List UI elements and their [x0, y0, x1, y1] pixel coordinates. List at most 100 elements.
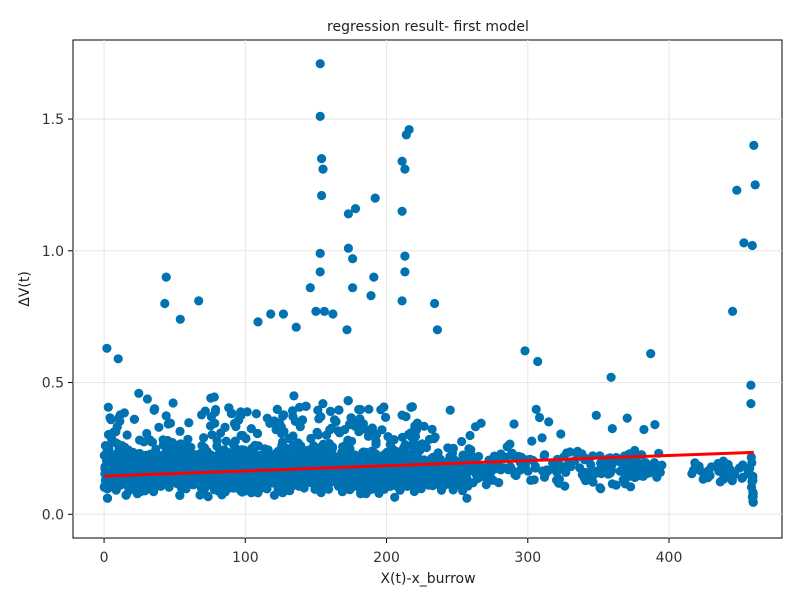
- data-point: [244, 459, 254, 470]
- data-point: [369, 455, 379, 465]
- data-point: [318, 164, 328, 174]
- data-point: [350, 204, 361, 214]
- data-point: [470, 422, 481, 432]
- data-point: [289, 391, 299, 401]
- data-point: [102, 493, 113, 503]
- data-point: [113, 354, 123, 364]
- data-point: [255, 456, 265, 466]
- x-tick-label: 400: [656, 550, 683, 566]
- regression-line: [104, 450, 754, 478]
- data-point: [283, 445, 293, 455]
- data-point: [381, 412, 391, 422]
- data-point: [468, 478, 478, 488]
- data-point: [641, 465, 652, 475]
- data-point: [260, 446, 270, 456]
- data-point: [114, 412, 124, 422]
- data-point: [371, 429, 382, 440]
- data-point: [278, 309, 288, 319]
- data-point: [123, 463, 133, 473]
- x-tick-label: 0: [100, 550, 109, 566]
- data-point: [737, 473, 747, 483]
- data-point: [730, 469, 740, 479]
- data-point: [334, 405, 344, 415]
- data-point: [397, 296, 407, 306]
- data-point: [279, 473, 289, 483]
- data-point: [507, 465, 517, 475]
- data-point: [411, 478, 421, 488]
- data-point: [700, 468, 711, 478]
- data-point: [313, 430, 323, 440]
- data-point: [527, 436, 537, 446]
- data-point: [177, 461, 187, 471]
- data-point: [317, 190, 327, 201]
- data-point: [325, 450, 336, 460]
- data-point: [436, 463, 446, 474]
- data-point: [603, 469, 613, 479]
- data-point: [458, 450, 468, 460]
- data-point: [400, 267, 410, 277]
- data-point: [381, 452, 391, 462]
- data-point: [445, 405, 455, 415]
- data-point: [175, 490, 185, 500]
- data-point: [165, 460, 175, 470]
- data-point: [488, 475, 498, 485]
- data-point: [739, 238, 749, 248]
- data-point: [220, 462, 231, 472]
- data-point: [142, 394, 152, 404]
- data-point: [531, 404, 541, 414]
- data-point: [377, 482, 387, 493]
- data-point: [236, 407, 246, 417]
- data-point: [591, 410, 601, 420]
- data-point: [596, 469, 606, 479]
- data-point: [156, 453, 166, 463]
- data-point: [146, 481, 156, 491]
- data-point: [234, 415, 244, 425]
- data-point: [306, 433, 316, 444]
- data-point: [103, 402, 113, 412]
- data-point: [380, 465, 390, 475]
- data-point: [556, 429, 566, 439]
- chart-title: regression result- first model: [327, 19, 529, 35]
- data-point: [421, 442, 432, 453]
- data-point: [626, 482, 636, 492]
- data-point: [176, 451, 186, 461]
- data-point: [401, 412, 411, 422]
- data-point: [135, 435, 145, 445]
- data-point: [251, 409, 261, 419]
- data-point: [121, 490, 131, 500]
- data-point: [107, 429, 117, 439]
- data-point: [393, 481, 403, 491]
- data-point: [391, 456, 402, 466]
- data-point: [560, 481, 570, 491]
- data-point: [355, 485, 366, 495]
- data-point: [223, 455, 233, 465]
- data-point: [315, 248, 325, 258]
- data-point: [129, 414, 139, 424]
- data-point: [206, 412, 216, 422]
- data-point: [626, 471, 636, 481]
- data-point: [693, 462, 703, 472]
- data-point: [102, 343, 112, 353]
- data-point: [160, 298, 170, 309]
- data-point: [230, 436, 240, 446]
- data-point: [509, 419, 519, 429]
- data-point: [537, 433, 547, 443]
- data-point: [228, 471, 238, 481]
- data-point: [639, 424, 649, 435]
- data-point: [141, 450, 151, 460]
- data-point: [728, 306, 738, 316]
- data-point: [369, 272, 379, 282]
- data-point: [122, 430, 132, 440]
- data-point: [354, 427, 364, 437]
- data-point: [221, 436, 231, 446]
- data-point: [462, 493, 472, 503]
- data-point: [552, 475, 562, 485]
- data-point: [489, 451, 499, 461]
- data-point: [343, 243, 353, 253]
- data-point: [573, 446, 583, 456]
- data-point: [397, 206, 407, 216]
- data-point: [335, 428, 345, 438]
- data-point: [432, 325, 442, 335]
- data-point: [206, 393, 216, 403]
- data-point: [410, 421, 420, 431]
